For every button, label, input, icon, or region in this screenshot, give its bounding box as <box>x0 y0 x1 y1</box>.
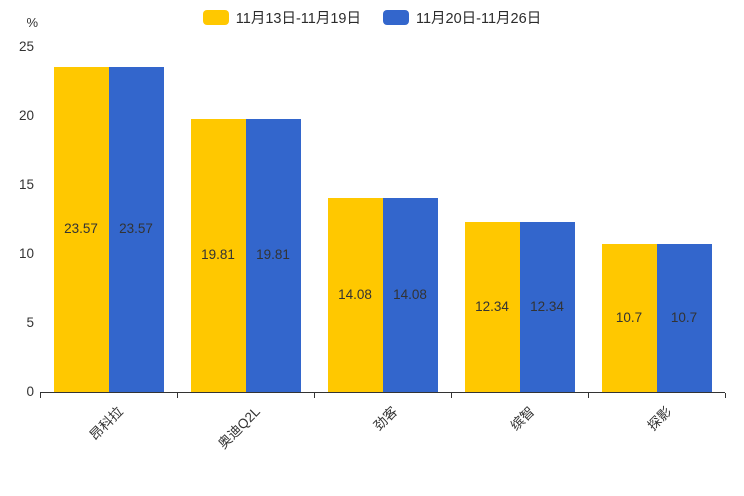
x-axis-category-label: 奥迪Q2L <box>215 403 263 452</box>
legend-swatch-week1-icon <box>202 10 229 25</box>
x-axis-category-label: 缤智 <box>507 403 537 434</box>
bar-week2-2 <box>245 118 301 392</box>
bar-value-label: 10.7 <box>670 310 698 326</box>
x-axis-line <box>40 392 725 393</box>
y-axis-unit-label: % <box>26 15 38 30</box>
y-axis-tick-label: 25 <box>18 39 34 54</box>
bar-value-label: 19.81 <box>201 247 235 263</box>
bar-value-label: 10.7 <box>615 310 643 326</box>
bar-week2-5 <box>656 244 712 392</box>
bar-value-label: 14.08 <box>338 286 372 302</box>
bar-week1-3 <box>327 197 383 392</box>
bar-week2-3 <box>382 197 438 392</box>
bar-value-label: 19.81 <box>256 247 290 263</box>
x-axis-tick <box>314 393 315 398</box>
bar-week1-2 <box>190 118 246 392</box>
bar-value-label: 12.34 <box>475 298 509 314</box>
bar-value-label: 23.57 <box>119 221 153 237</box>
legend-swatch-week2-icon <box>383 10 409 25</box>
legend-label-week2: 11月20日-11月26日 <box>416 11 542 27</box>
bar-week2-4 <box>519 221 575 392</box>
bar-week1-4 <box>464 221 520 392</box>
x-axis-category-label: 劲客 <box>370 403 400 434</box>
y-axis-tick-label: 20 <box>18 108 34 123</box>
legend-item-week1[interactable]: 11月13日-11月19日 <box>202 7 361 28</box>
y-axis-tick-label: 10 <box>18 246 34 261</box>
bar-value-label: 23.57 <box>64 221 98 237</box>
y-axis-tick-label: 0 <box>26 384 34 399</box>
x-axis-category-label: 探影 <box>644 403 674 434</box>
bar-value-label: 12.34 <box>530 298 564 314</box>
x-axis-tick <box>40 393 41 398</box>
legend-item-week2[interactable]: 11月20日-11月26日 <box>383 7 541 28</box>
bar-week2-1 <box>108 66 164 392</box>
bar-week1-5 <box>601 244 657 392</box>
y-axis-tick-label: 15 <box>18 177 34 192</box>
x-axis-category-label: 昂科拉 <box>86 403 126 444</box>
x-axis-tick <box>725 393 726 398</box>
x-axis-tick <box>451 393 452 398</box>
y-axis-tick-label: 5 <box>26 315 34 330</box>
legend-label-week1: 11月13日-11月19日 <box>235 11 361 27</box>
x-axis-tick <box>588 393 589 398</box>
bar-week1-1 <box>53 66 109 392</box>
x-axis-tick <box>177 393 178 398</box>
bar-value-label: 14.08 <box>393 286 427 302</box>
chart-legend: 11月13日-11月19日 11月20日-11月26日 <box>0 7 744 28</box>
